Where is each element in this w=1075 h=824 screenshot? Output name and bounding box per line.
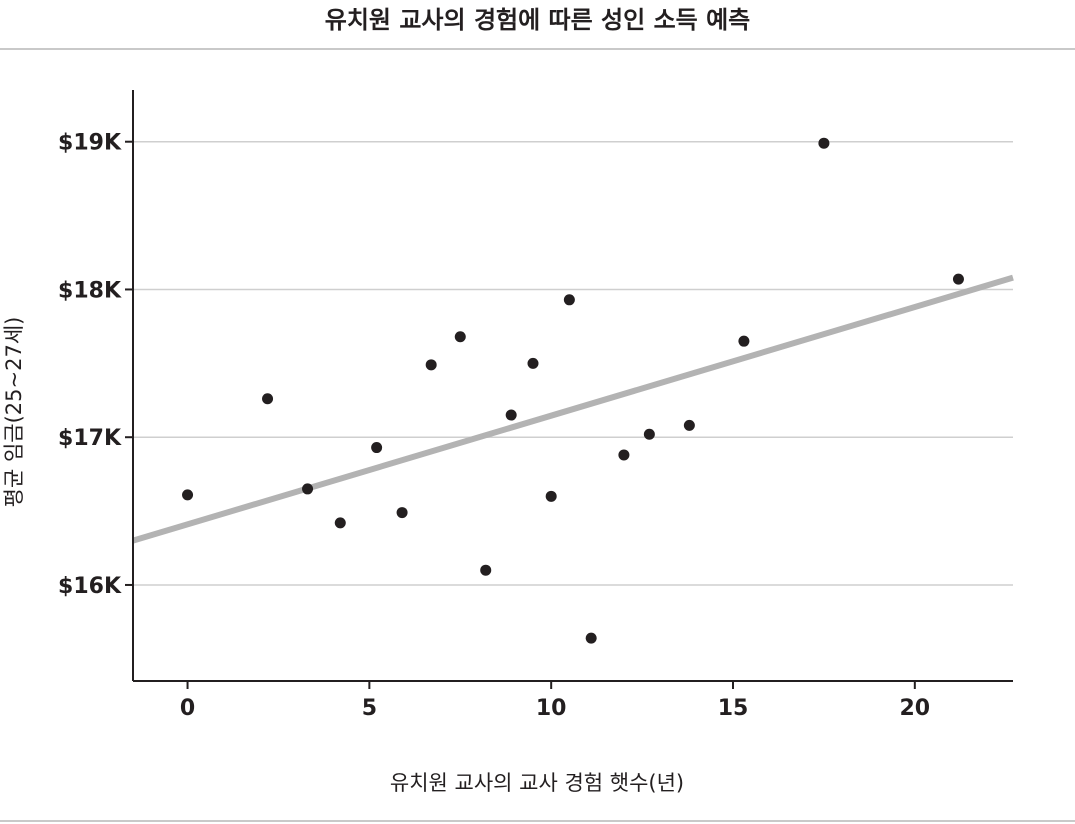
y-tick-label: $18K (58, 278, 122, 303)
data-point (480, 564, 492, 576)
chart-title: 유치원 교사의 경험에 따른 성인 소득 예측 (324, 6, 751, 34)
data-point (683, 419, 695, 431)
trend-line (132, 274, 1014, 544)
data-point (396, 507, 408, 519)
y-axis-label: 평균 임금(25~27세) (2, 317, 26, 508)
y-tick-label: $17K (58, 426, 122, 451)
data-point (738, 335, 750, 347)
trend-line-group (132, 274, 1014, 544)
data-point (643, 428, 655, 440)
data-point (618, 449, 630, 461)
x-axis-label: 유치원 교사의 교사 경험 햇수(년) (390, 771, 684, 795)
data-points (182, 137, 964, 644)
data-point (952, 273, 964, 285)
x-tick-label: 0 (180, 696, 195, 721)
bottom-divider (0, 820, 1075, 822)
top-divider (0, 48, 1075, 50)
data-point (454, 331, 466, 343)
y-tick-label: $19K (58, 131, 122, 156)
data-point (545, 490, 557, 502)
data-point (563, 294, 575, 306)
data-point (505, 409, 517, 421)
axes (125, 90, 1013, 689)
tick-labels: $16K $17K $18K $19K 0 5 10 15 20 (58, 131, 930, 721)
data-point (334, 517, 346, 529)
x-tick-label: 20 (900, 696, 931, 721)
data-point (818, 137, 830, 149)
x-tick-label: 15 (718, 696, 749, 721)
data-point (302, 483, 314, 495)
data-point (585, 632, 597, 644)
x-tick-label: 10 (536, 696, 567, 721)
y-tick-label: $16K (58, 574, 122, 599)
grid-lines (133, 140, 1013, 586)
data-point (371, 442, 383, 454)
x-tick-label: 5 (362, 696, 377, 721)
data-point (527, 357, 539, 369)
data-point (425, 359, 437, 371)
data-point (182, 489, 194, 501)
data-point (262, 393, 274, 405)
